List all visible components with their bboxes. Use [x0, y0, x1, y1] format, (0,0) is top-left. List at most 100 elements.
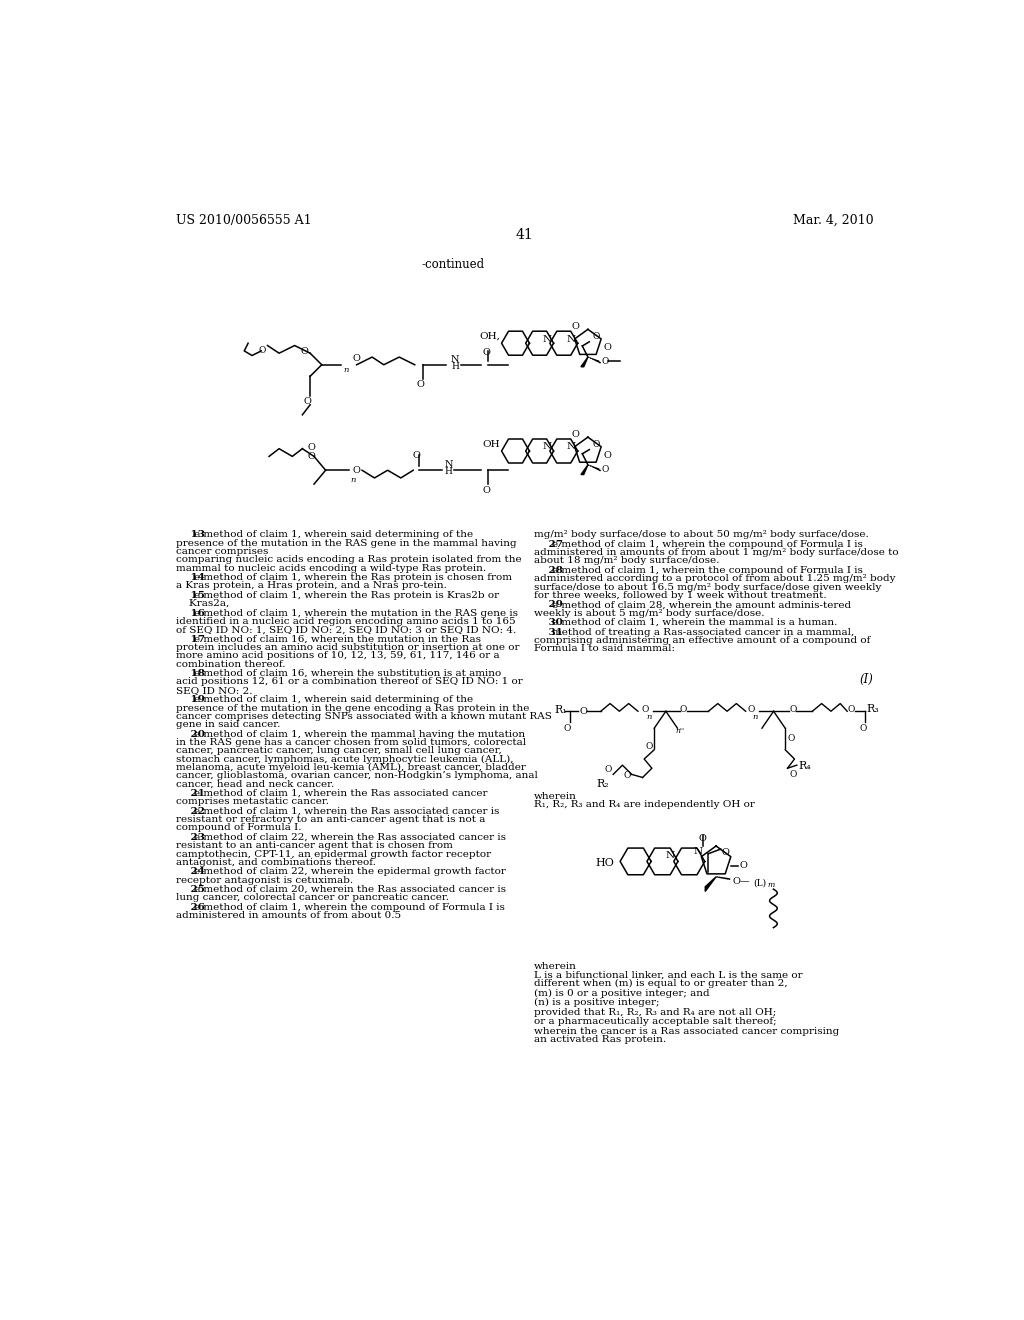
Polygon shape: [581, 465, 588, 475]
Text: comparing nucleic acids encoding a Ras protein isolated from the: comparing nucleic acids encoding a Ras p…: [176, 556, 521, 564]
Text: administered in amounts of from about 1 mg/m² body surface/dose to: administered in amounts of from about 1 …: [535, 548, 899, 557]
Text: e method of claim 1, wherein the compound of Formula I is: e method of claim 1, wherein the compoun…: [195, 903, 505, 912]
Text: 41: 41: [516, 227, 534, 242]
Text: N: N: [566, 334, 575, 343]
Text: O: O: [580, 706, 588, 715]
Text: e method of claim 22, wherein the epidermal growth factor: e method of claim 22, wherein the epider…: [195, 867, 506, 876]
Text: OH,: OH,: [479, 331, 500, 341]
Text: 23: 23: [176, 833, 205, 842]
Text: R₁, R₂, R₃ and R₄ are independently OH or: R₁, R₂, R₃ and R₄ are independently OH o…: [535, 800, 755, 809]
Text: Kras2a,: Kras2a,: [176, 599, 229, 609]
Text: O: O: [259, 346, 266, 355]
Text: identified in a nucleic acid region encoding amino acids 1 to 165: identified in a nucleic acid region enco…: [176, 616, 516, 626]
Text: n: n: [350, 477, 355, 484]
Text: comprises metastatic cancer.: comprises metastatic cancer.: [176, 797, 329, 807]
Text: 18: 18: [176, 669, 205, 678]
Text: (n) is a positive integer;: (n) is a positive integer;: [535, 998, 659, 1007]
Text: n: n: [753, 713, 758, 721]
Text: N: N: [542, 334, 551, 343]
Text: provided that R₁, R₂, R₃ and R₄ are not all OH;: provided that R₁, R₂, R₃ and R₄ are not …: [535, 1007, 776, 1016]
Text: administered in amounts of from about 0.5: administered in amounts of from about 0.…: [176, 911, 401, 920]
Text: e method of claim 1, wherein the Ras associated cancer: e method of claim 1, wherein the Ras ass…: [195, 789, 487, 799]
Text: cancer, glioblastoma, ovarian cancer, non-Hodgkin’s lymphoma, anal: cancer, glioblastoma, ovarian cancer, no…: [176, 771, 538, 780]
Text: e method of claim 1, wherein the Ras protein is chosen from: e method of claim 1, wherein the Ras pro…: [195, 573, 512, 582]
Text: 22: 22: [176, 807, 205, 816]
Text: cancer, head and neck cancer.: cancer, head and neck cancer.: [176, 780, 334, 788]
Text: O: O: [603, 450, 611, 459]
Text: H: H: [444, 467, 453, 477]
Text: n'': n'': [675, 726, 684, 735]
Polygon shape: [706, 876, 716, 891]
Text: O: O: [641, 705, 648, 714]
Text: n: n: [646, 713, 652, 721]
Text: n: n: [344, 367, 349, 375]
Text: N: N: [693, 847, 702, 855]
Text: N: N: [444, 461, 453, 469]
Text: cancer comprises detecting SNPs associated with a known mutant RAS: cancer comprises detecting SNPs associat…: [176, 711, 552, 721]
Text: O: O: [593, 440, 600, 449]
Text: m: m: [767, 882, 774, 890]
Text: O: O: [352, 466, 360, 475]
Text: 26: 26: [176, 903, 205, 912]
Text: wherein: wherein: [535, 792, 577, 801]
Text: HO: HO: [596, 858, 614, 869]
Text: R₁: R₁: [554, 705, 567, 715]
Text: cancer comprises: cancer comprises: [176, 546, 268, 556]
Text: e method of claim 20, wherein the Ras associated cancer is: e method of claim 20, wherein the Ras as…: [195, 886, 506, 894]
Text: more amino acid positions of 10, 12, 13, 59, 61, 117, 146 or a: more amino acid positions of 10, 12, 13,…: [176, 651, 500, 660]
Text: cancer, pancreatic cancer, lung cancer, small cell lung cancer,: cancer, pancreatic cancer, lung cancer, …: [176, 746, 502, 755]
Text: 19: 19: [176, 696, 205, 705]
Text: H: H: [452, 362, 459, 371]
Text: presence of the mutation in the gene encoding a Ras protein in the: presence of the mutation in the gene enc…: [176, 704, 529, 713]
Text: O: O: [790, 705, 797, 714]
Text: of SEQ ID NO: 1, SEQ ID NO: 2, SEQ ID NO: 3 or SEQ ID NO: 4.: of SEQ ID NO: 1, SEQ ID NO: 2, SEQ ID NO…: [176, 626, 516, 634]
Text: e method of claim 28, wherein the amount adminis-tered: e method of claim 28, wherein the amount…: [552, 601, 851, 610]
Text: N: N: [451, 355, 460, 364]
Text: surface/dose to about 16.5 mg/m² body surface/dose given weekly: surface/dose to about 16.5 mg/m² body su…: [535, 582, 882, 591]
Text: (L): (L): [754, 879, 766, 887]
Text: O: O: [603, 343, 611, 352]
Text: O: O: [413, 451, 420, 459]
Text: antagonist, and combinations thereof.: antagonist, and combinations thereof.: [176, 858, 376, 867]
Text: e method of claim 16, wherein the substitution is at amino: e method of claim 16, wherein the substi…: [195, 669, 502, 678]
Text: e method of claim 16, wherein the mutation in the Ras: e method of claim 16, wherein the mutati…: [195, 635, 481, 644]
Text: resistant to an anti-cancer agent that is chosen from: resistant to an anti-cancer agent that i…: [176, 841, 453, 850]
Text: O: O: [604, 766, 611, 775]
Text: N: N: [542, 442, 551, 451]
Text: 31: 31: [535, 627, 563, 636]
Text: O: O: [564, 723, 571, 733]
Text: O: O: [301, 347, 308, 356]
Text: administered according to a protocol of from about 1.25 mg/m² body: administered according to a protocol of …: [535, 574, 896, 583]
Text: O: O: [308, 444, 315, 453]
Text: SEQ ID NO: 2.: SEQ ID NO: 2.: [176, 686, 253, 694]
Text: 28: 28: [535, 566, 563, 576]
Text: O: O: [602, 356, 609, 366]
Text: 21: 21: [176, 789, 205, 799]
Text: in the RAS gene has a cancer chosen from solid tumors, colorectal: in the RAS gene has a cancer chosen from…: [176, 738, 526, 747]
Text: mammal to nucleic acids encoding a wild-type Ras protein.: mammal to nucleic acids encoding a wild-…: [176, 564, 486, 573]
Text: camptothecin, CPT-11, an epidermal growth factor receptor: camptothecin, CPT-11, an epidermal growt…: [176, 850, 492, 858]
Text: O: O: [722, 847, 729, 857]
Text: O: O: [739, 861, 748, 870]
Text: Formula I to said mammal:: Formula I to said mammal:: [535, 644, 675, 653]
Text: mg/m² body surface/dose to about 50 mg/m² body surface/dose.: mg/m² body surface/dose to about 50 mg/m…: [535, 531, 868, 540]
Text: O: O: [572, 430, 580, 438]
Text: lung cancer, colorectal cancer or pancreatic cancer.: lung cancer, colorectal cancer or pancre…: [176, 894, 450, 903]
Text: e method of claim 1, wherein the compound of Formula I is: e method of claim 1, wherein the compoun…: [552, 540, 863, 549]
Text: Mar. 4, 2010: Mar. 4, 2010: [793, 214, 873, 227]
Text: e method of claim 1, wherein the mammal is a human.: e method of claim 1, wherein the mammal …: [552, 618, 838, 627]
Text: 16: 16: [176, 609, 205, 618]
Text: gene in said cancer.: gene in said cancer.: [176, 721, 281, 729]
Text: (I): (I): [860, 673, 873, 686]
Text: 24: 24: [176, 867, 205, 876]
Text: receptor antagonist is cetuximab.: receptor antagonist is cetuximab.: [176, 875, 353, 884]
Text: different when (m) is equal to or greater than 2,: different when (m) is equal to or greate…: [535, 979, 787, 989]
Text: an activated Ras protein.: an activated Ras protein.: [535, 1035, 667, 1044]
Text: presence of the mutation in the RAS gene in the mammal having: presence of the mutation in the RAS gene…: [176, 539, 517, 548]
Text: e method of claim 1, wherein said determining of the: e method of claim 1, wherein said determ…: [195, 531, 473, 540]
Text: e method of claim 1, wherein the mammal having the mutation: e method of claim 1, wherein the mammal …: [195, 730, 525, 739]
Text: N: N: [666, 851, 675, 859]
Text: e method of claim 1, wherein said determining of the: e method of claim 1, wherein said determ…: [195, 696, 473, 705]
Text: e method of claim 1, wherein the Ras protein is Kras2b or: e method of claim 1, wherein the Ras pro…: [195, 591, 500, 599]
Text: R₂: R₂: [596, 779, 608, 789]
